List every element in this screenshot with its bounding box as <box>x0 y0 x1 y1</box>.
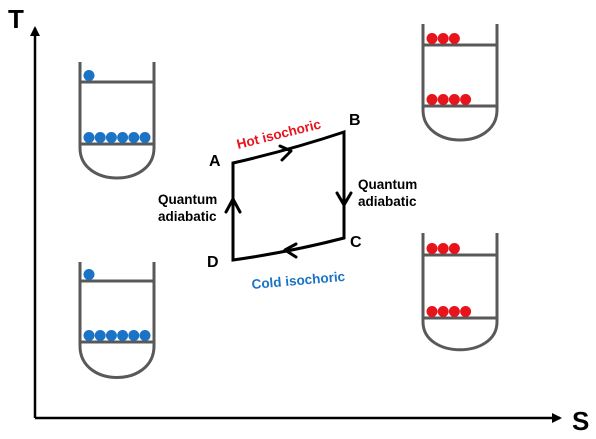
arrow-hot-isochoric <box>278 144 293 162</box>
potential-wells <box>78 24 499 379</box>
point-c: C <box>350 234 362 251</box>
well-curve <box>78 62 156 180</box>
particle-lower <box>426 94 438 105</box>
arrow-cold-isochoric <box>283 242 298 259</box>
particle-lower <box>105 330 117 341</box>
particle-lower <box>437 94 449 105</box>
well-curve <box>78 262 156 379</box>
particle-lower <box>117 330 129 341</box>
particle-lower <box>94 132 106 143</box>
well-top-right <box>421 24 499 142</box>
particle-upper <box>426 33 438 44</box>
particle-lower <box>460 94 472 105</box>
well-curve <box>421 24 499 142</box>
left-adiabatic-label-line1: Quantum <box>158 192 217 207</box>
particle-lower <box>83 132 95 143</box>
particle-lower <box>128 330 140 341</box>
particle-lower <box>139 132 151 143</box>
particle-lower <box>117 132 129 143</box>
particle-upper <box>83 269 95 280</box>
cold-isochoric-label: Cold isochoric <box>251 269 346 292</box>
point-d: D <box>207 254 219 271</box>
well-bottom-left <box>78 262 156 379</box>
right-adiabatic-label-line1: Quantum <box>358 177 417 192</box>
particle-lower <box>448 94 460 105</box>
particle-lower <box>448 306 460 317</box>
well-top-left <box>78 62 156 180</box>
particle-lower <box>128 132 140 143</box>
particle-lower <box>460 306 472 317</box>
particle-upper <box>448 33 460 44</box>
particle-lower <box>426 306 438 317</box>
particle-lower <box>94 330 106 341</box>
arrow-right-adiabatic <box>335 191 353 207</box>
arrow-left-adiabatic <box>224 197 242 214</box>
well-bottom-right <box>421 233 499 352</box>
left-adiabatic-label-line2: adiabatic <box>158 209 217 224</box>
point-a: A <box>209 153 221 170</box>
particle-lower <box>105 132 117 143</box>
cycle-path <box>231 129 346 262</box>
particle-lower <box>139 330 151 341</box>
axes: T S <box>8 4 589 436</box>
cycle: A B C D Hot isochoric Cold isochoric Qua… <box>158 112 417 292</box>
well-curve <box>421 233 499 352</box>
y-axis-label: T <box>8 4 24 34</box>
particle-upper <box>437 33 449 44</box>
particle-lower <box>83 330 95 341</box>
particle-upper <box>83 70 95 81</box>
x-axis-label: S <box>572 406 589 436</box>
particle-upper <box>448 243 460 254</box>
particle-upper <box>437 243 449 254</box>
particle-upper <box>426 243 438 254</box>
point-b: B <box>349 112 361 129</box>
right-adiabatic-label-line2: adiabatic <box>358 194 417 209</box>
particle-lower <box>437 306 449 317</box>
